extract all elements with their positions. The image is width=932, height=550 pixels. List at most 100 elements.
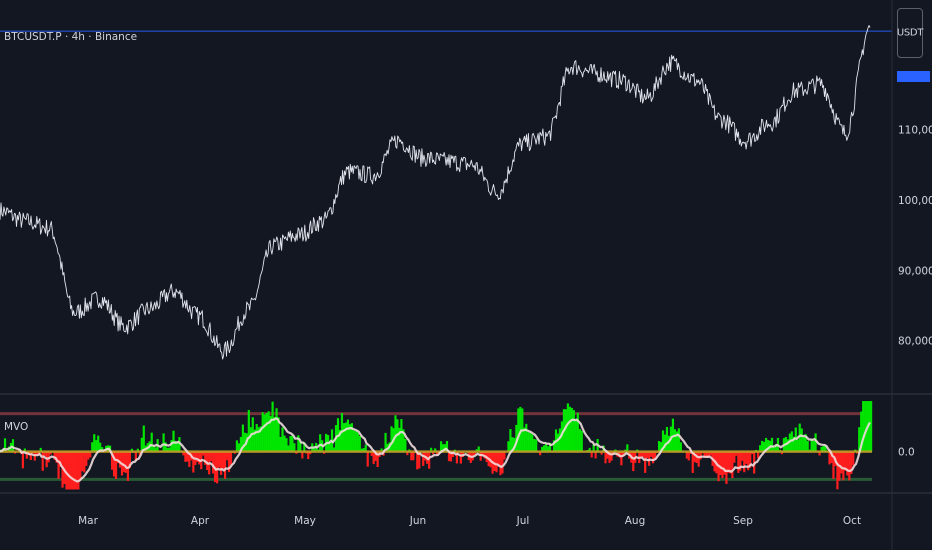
oscillator-bar [552, 440, 556, 452]
oscillator-bar [182, 451, 185, 456]
oscillator-bar [858, 427, 861, 452]
oscillator-bar [792, 436, 795, 452]
oscillator-bar [412, 451, 415, 461]
oscillator-bar [402, 429, 405, 452]
oscillator-bar [497, 451, 500, 467]
oscillator-bar [281, 427, 284, 452]
oscillator-bar [580, 430, 583, 452]
oscillator-bar [83, 451, 86, 473]
oscillator-bar [229, 451, 233, 465]
oscillator-bar [223, 451, 227, 479]
oscillator-bar [818, 451, 821, 456]
oscillator-bar [128, 451, 131, 468]
oscillator-bar [89, 451, 92, 458]
oscillator-bar [654, 451, 657, 460]
oscillator-bar [434, 448, 437, 452]
oscillator-bar [11, 439, 15, 452]
oscillator-bar [255, 424, 258, 452]
oscillator-bar [745, 451, 748, 464]
oscillator-bar [632, 451, 635, 472]
oscillator-bar [21, 451, 24, 469]
oscillator-bar [824, 444, 827, 452]
oscillator-bar [757, 451, 760, 459]
indicator-name[interactable]: MVO [4, 421, 28, 433]
oscillator-bar [600, 451, 603, 455]
oscillator-bar [864, 401, 867, 452]
oscillator-bar [832, 451, 835, 479]
oscillator-bar [271, 401, 274, 452]
oscillator-bar [77, 451, 80, 490]
oscillator-bar [328, 442, 332, 452]
oscillator-bar [23, 448, 26, 452]
oscillator-bar [541, 446, 544, 452]
oscillator-bar [812, 440, 815, 452]
oscillator-bar [55, 451, 58, 463]
oscillator-bar [192, 451, 195, 473]
oscillator-bar [659, 442, 663, 452]
symbol-title[interactable]: BTCUSDT.P · 4h · Binance [4, 31, 137, 43]
oscillator-bar [428, 451, 431, 469]
oscillator-bar [126, 451, 130, 481]
oscillator-bar [267, 411, 270, 452]
oscillator-bar [301, 451, 304, 459]
oscillator-bar [154, 447, 157, 452]
price-pane[interactable] [0, 25, 892, 360]
time-axis-tick-label: Jun [409, 515, 426, 527]
oscillator-bar [25, 451, 28, 459]
last-price-tag [897, 71, 930, 82]
oscillator-bar [743, 451, 746, 473]
indicator-pane[interactable] [0, 401, 873, 490]
oscillator-bar [459, 451, 462, 464]
oscillator-bar [568, 406, 571, 452]
price-axis-tick-label: 80,000.0 [898, 336, 932, 348]
oscillator-bar [739, 451, 742, 471]
oscillator-bar [188, 451, 191, 467]
oscillator-bar [303, 442, 306, 452]
oscillator-bar [134, 451, 137, 461]
oscillator-bar [685, 451, 688, 459]
oscillator-bar [164, 442, 167, 452]
oscillator-bar [140, 437, 143, 452]
oscillator-bar [265, 412, 268, 452]
oscillator-bar [263, 414, 266, 452]
oscillator-bar [204, 451, 207, 465]
oscillator-bar [606, 451, 609, 459]
oscillator-bar [124, 451, 128, 473]
oscillator-bar [447, 451, 451, 462]
oscillator-bar [130, 448, 133, 452]
oscillator-bar [451, 451, 455, 458]
oscillator-bar [719, 451, 722, 476]
oscillator-bar [511, 437, 514, 452]
oscillator-bar [202, 451, 205, 456]
oscillator-bar [43, 451, 46, 457]
oscillator-bar [366, 451, 369, 467]
oscillator-bar [836, 451, 839, 490]
oscillator-bar [558, 428, 562, 452]
oscillator-bar [112, 451, 116, 477]
oscillator-bar [247, 409, 250, 452]
oscillator-bar [531, 434, 534, 452]
oscillator-bar [384, 432, 387, 452]
oscillator-bar [212, 451, 215, 474]
oscillator-bar [178, 437, 181, 452]
oscillator-bar [527, 432, 530, 452]
oscillator-bar [572, 410, 575, 452]
oscillator-bar [766, 440, 770, 452]
oscillator-bar [501, 451, 504, 474]
oscillator-bar [860, 411, 863, 452]
oscillator-bar [723, 451, 726, 475]
oscillator-bar [751, 451, 754, 455]
oscillator-bar [416, 451, 419, 470]
oscillator-bar [449, 451, 453, 462]
oscillator-bar [91, 442, 94, 452]
oscillator-bar [441, 444, 445, 452]
oscillator-bar [400, 419, 403, 452]
oscillator-bar [749, 451, 752, 468]
oscillator-bar [136, 448, 139, 452]
oscillator-bar [673, 429, 676, 452]
oscillator-bar [430, 447, 433, 452]
currency-unit-box[interactable]: USDT [897, 8, 923, 58]
oscillator-bar [798, 423, 801, 452]
